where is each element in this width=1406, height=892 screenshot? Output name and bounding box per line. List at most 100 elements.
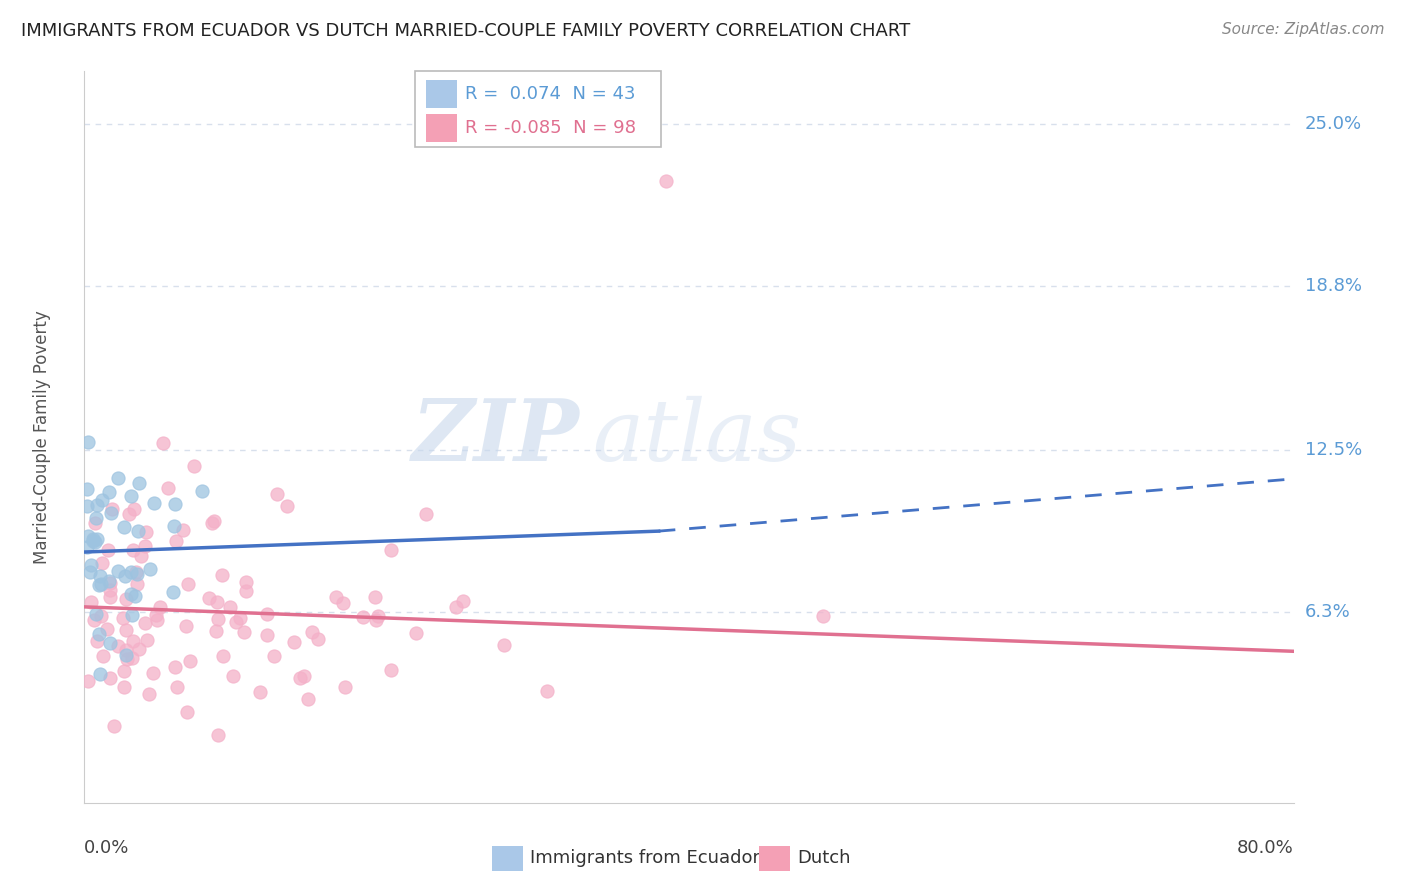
Point — [100, 506, 122, 520]
Point — [202, 514, 225, 528]
Point — [205, 624, 228, 638]
Point — [79, 565, 101, 579]
Point — [191, 484, 214, 499]
Point — [120, 587, 142, 601]
Point — [145, 613, 167, 627]
Point — [165, 497, 187, 511]
Text: 12.5%: 12.5% — [1305, 442, 1362, 459]
Point — [156, 481, 179, 495]
Point — [100, 501, 122, 516]
Point — [307, 632, 329, 646]
Point — [301, 624, 323, 639]
Point — [205, 594, 228, 608]
Point — [172, 523, 194, 537]
Point — [125, 565, 148, 579]
Point — [263, 648, 285, 663]
Point — [127, 524, 149, 538]
Point — [121, 543, 143, 558]
Point — [76, 529, 98, 543]
Point — [145, 607, 167, 622]
Point — [87, 578, 110, 592]
Point — [276, 500, 298, 514]
Text: R =  0.074  N = 43: R = 0.074 N = 43 — [465, 85, 636, 103]
Point — [134, 539, 156, 553]
Point — [98, 484, 121, 499]
Point — [76, 435, 98, 450]
Point — [86, 498, 108, 512]
Point — [77, 673, 100, 688]
Point — [112, 520, 135, 534]
Point — [249, 685, 271, 699]
Point — [335, 680, 357, 694]
Point — [86, 532, 108, 546]
Point — [451, 594, 474, 608]
Point — [325, 590, 347, 604]
Point — [90, 577, 112, 591]
Point — [103, 719, 125, 733]
Point — [235, 583, 257, 598]
Point — [114, 643, 136, 657]
Point — [128, 641, 150, 656]
Point — [332, 596, 354, 610]
Point — [128, 476, 150, 491]
Point — [380, 542, 402, 557]
Point — [266, 486, 288, 500]
Point — [363, 591, 385, 605]
Point — [87, 626, 110, 640]
Point — [211, 568, 233, 582]
Point — [98, 671, 121, 685]
Text: 0.0%: 0.0% — [84, 839, 129, 857]
Text: atlas: atlas — [592, 396, 801, 478]
Point — [93, 648, 115, 663]
Point — [97, 543, 120, 558]
Point — [492, 638, 515, 652]
Point — [179, 654, 201, 668]
Point — [79, 595, 101, 609]
Point — [114, 624, 136, 638]
Point — [82, 533, 104, 548]
Point — [536, 684, 558, 698]
Text: Immigrants from Ecuador: Immigrants from Ecuador — [530, 849, 761, 867]
Point — [183, 459, 205, 474]
Point — [138, 687, 160, 701]
Point — [97, 574, 120, 588]
Point — [229, 611, 252, 625]
Point — [655, 174, 678, 188]
Point — [139, 562, 162, 576]
Point — [76, 482, 98, 496]
Point — [222, 669, 245, 683]
Point — [112, 610, 135, 624]
Point — [176, 705, 198, 719]
Point — [90, 609, 112, 624]
Point — [98, 575, 121, 590]
Point — [96, 622, 118, 636]
Point — [107, 565, 129, 579]
Point — [218, 600, 240, 615]
Point — [166, 680, 188, 694]
Point — [125, 577, 148, 591]
Point — [115, 652, 138, 666]
Point — [82, 533, 104, 547]
Point — [84, 607, 107, 622]
Point — [112, 664, 135, 678]
Point — [290, 671, 312, 685]
Text: 6.3%: 6.3% — [1305, 603, 1350, 621]
Point — [297, 692, 319, 706]
Point — [125, 566, 148, 581]
Point — [98, 582, 121, 597]
Point — [98, 636, 121, 650]
Point — [121, 565, 143, 579]
Point — [405, 626, 427, 640]
Point — [80, 558, 103, 573]
Point — [163, 519, 186, 533]
Point — [200, 516, 222, 531]
Point — [136, 632, 159, 647]
Text: R = -0.085  N = 98: R = -0.085 N = 98 — [465, 120, 637, 137]
Point — [89, 666, 111, 681]
Point — [90, 492, 112, 507]
Point — [235, 574, 257, 589]
Point — [256, 628, 278, 642]
Point — [256, 607, 278, 621]
Point — [212, 648, 235, 663]
Point — [112, 681, 135, 695]
